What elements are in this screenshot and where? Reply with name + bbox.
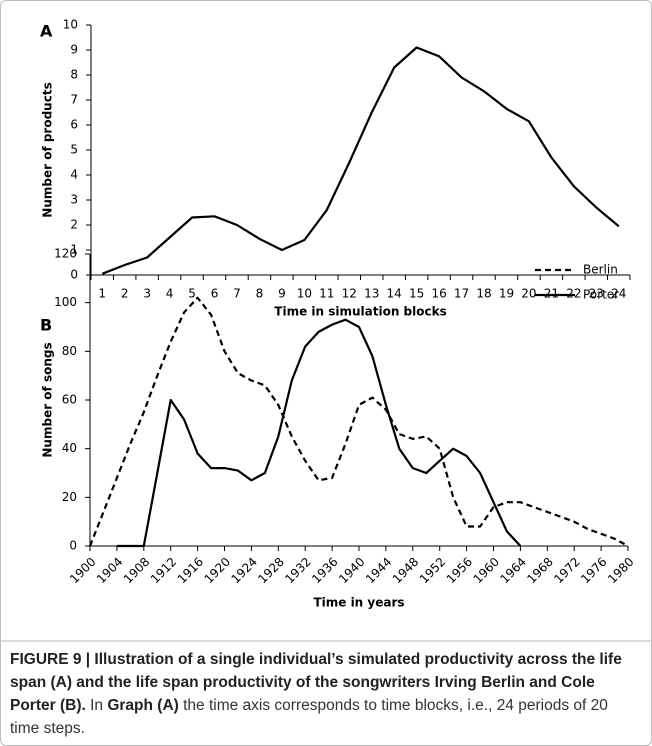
x-tick-label: 13	[364, 287, 379, 301]
x-tick-label: 1956	[444, 555, 475, 586]
x-tick-label: 1948	[390, 555, 421, 586]
x-tick-label: 3	[143, 287, 151, 301]
x-tick-label: 15	[409, 287, 424, 301]
x-tick-label: 22	[566, 287, 581, 301]
caption: FIGURE 9 | Illustration of a single indi…	[10, 648, 640, 740]
caption-text: Graph (A)	[107, 697, 179, 714]
x-tick-label: 1940	[336, 555, 367, 586]
series-line	[116, 318, 522, 548]
x-tick-label: 1968	[524, 555, 555, 586]
x-tick-label: 1960	[471, 555, 502, 586]
y-tick-label: 9	[70, 43, 78, 57]
y-tick-label: 5	[70, 143, 78, 157]
panel-label: A	[40, 22, 53, 41]
x-tick-label: 14	[387, 287, 402, 301]
legend-label: Porter	[583, 288, 619, 302]
y-tick-label: 3	[70, 193, 78, 207]
x-axis-label: Time in simulation blocks	[274, 305, 446, 319]
y-tick-label: 6	[70, 118, 78, 132]
y-tick-label: 20	[62, 490, 77, 504]
x-tick-label: 7	[233, 287, 241, 301]
caption-text: FIGURE 9 | Illustration of a single indi…	[10, 651, 622, 714]
x-tick-label: 1908	[121, 555, 152, 586]
x-tick-label: 1920	[202, 555, 233, 586]
y-axis-label: Number of products	[41, 82, 55, 217]
x-tick-label: 1976	[578, 555, 609, 586]
caption-text: the time axis corresponds to time blocks…	[10, 697, 608, 737]
x-tick-label: 5	[188, 287, 196, 301]
x-tick-label: 1980	[605, 555, 636, 586]
x-tick-label: 1928	[255, 555, 286, 586]
y-tick-label: 8	[70, 68, 78, 82]
x-tick-label: 1972	[551, 555, 582, 586]
legend-label: Berlin	[583, 263, 618, 277]
y-tick-label: 100	[54, 295, 77, 309]
x-tick-label: 19	[499, 287, 514, 301]
x-tick-label: 6	[211, 287, 219, 301]
x-tick-label: 12	[342, 287, 357, 301]
x-tick-label: 18	[476, 287, 491, 301]
x-tick-label: 1944	[363, 555, 394, 586]
x-tick-label: 1912	[148, 555, 179, 586]
y-tick-label: 120	[54, 247, 77, 261]
y-tick-label: 4	[70, 168, 78, 182]
x-axis-label: Time in years	[313, 596, 404, 610]
x-tick-label: 4	[166, 287, 174, 301]
x-tick-label: 10	[297, 287, 312, 301]
x-tick-label: 9	[278, 287, 286, 301]
x-tick-label: 1936	[309, 555, 340, 586]
x-tick-label: 1916	[175, 555, 206, 586]
y-tick-label: 60	[62, 393, 77, 407]
x-tick-label: 1932	[282, 555, 313, 586]
x-tick-label: 24	[611, 287, 626, 301]
y-axis-label: Number of songs	[41, 342, 55, 457]
x-tick-label: 8	[256, 287, 264, 301]
x-tick-label: 1952	[417, 555, 448, 586]
y-tick-label: 7	[70, 93, 78, 107]
figure: 1 2 3 4 5 6 7 8 9 10 11 12 13 14 15 16 17 18 19 20 21 22 23 240…	[0, 18, 652, 642]
panel-label: B	[40, 316, 52, 335]
y-tick-label: 1	[70, 243, 78, 257]
x-tick-label: 1964	[497, 555, 528, 586]
x-tick-label: 2	[121, 287, 129, 301]
series-line	[101, 46, 620, 275]
series-line	[88, 296, 629, 547]
x-tick-label: 1904	[94, 555, 125, 586]
y-tick-label: 2	[70, 218, 78, 232]
x-tick-label: 23	[589, 287, 604, 301]
y-tick-label: 10	[63, 18, 78, 32]
x-tick-label: 11	[319, 287, 334, 301]
y-tick-label: 40	[62, 441, 77, 455]
x-tick-label: 1924	[228, 555, 259, 586]
y-tick-label: 80	[62, 344, 77, 358]
x-tick-label: 20	[521, 287, 536, 301]
y-tick-label: 0	[70, 268, 78, 282]
x-tick-label: 1900	[67, 555, 98, 586]
x-tick-label: 16	[431, 287, 446, 301]
x-tick-label: 1	[98, 287, 106, 301]
caption-text: In	[85, 697, 108, 714]
y-tick-label: 0	[69, 539, 77, 553]
x-tick-label: 21	[544, 287, 559, 301]
x-tick-label: 17	[454, 287, 469, 301]
